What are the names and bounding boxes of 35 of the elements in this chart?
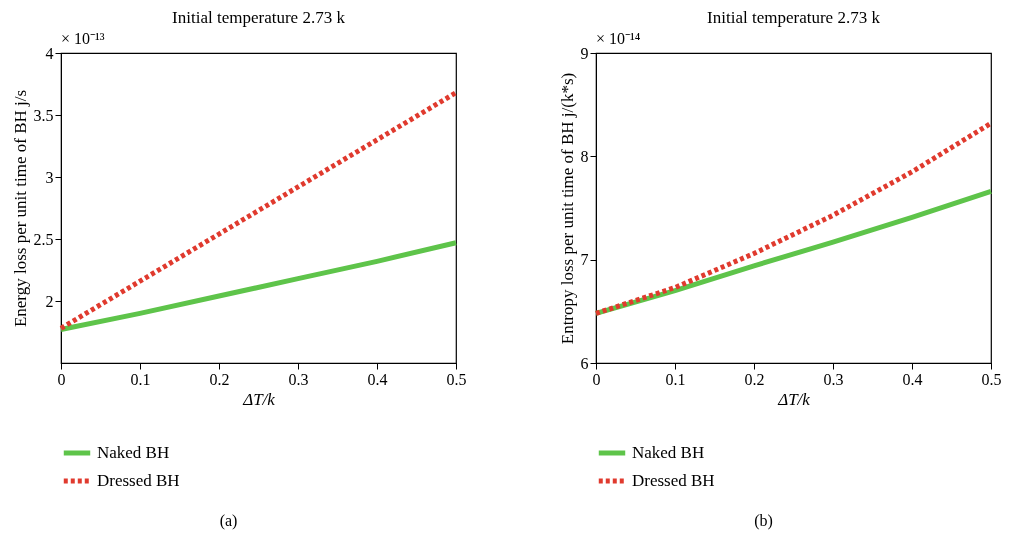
x-axis-title: ΔT/k — [242, 389, 276, 409]
x-tick-label: 0 — [57, 370, 66, 388]
text: (b) — [754, 512, 773, 530]
y-tick-label: 8 — [580, 147, 589, 165]
legend-label: Naked BH — [97, 443, 170, 462]
x-tick-label: 0.2 — [209, 370, 230, 388]
x-tick-label: 0.1 — [665, 370, 686, 388]
legend-label: Dressed BH — [97, 471, 180, 490]
y-tick-label: 7 — [580, 251, 589, 269]
x-tick-label: 0.1 — [130, 370, 151, 388]
legend-label: Dressed BH — [632, 471, 715, 490]
y-tick-label: 9 — [580, 44, 589, 62]
x-tick-label: 0.5 — [981, 370, 1002, 388]
x-tick-label: 0.3 — [288, 370, 309, 388]
legend-label: Naked BH — [632, 443, 705, 462]
y-tick-label: 2 — [45, 292, 54, 310]
text: × 10⁻¹⁴ — [596, 30, 641, 47]
chart-title: Initial temperature 2.73 k — [172, 8, 346, 27]
x-tick-label: 0.2 — [744, 370, 765, 388]
y-tick-label: 4 — [45, 44, 54, 62]
chart-title: Initial temperature 2.73 k — [707, 8, 881, 27]
x-tick-label: 0.3 — [823, 370, 844, 388]
y-tick-label: 6 — [580, 354, 589, 372]
y-axis-title: Energy loss per unit time of BH j/s — [10, 89, 30, 328]
text: × 10⁻¹³ — [61, 30, 105, 47]
y-tick-label: 2.5 — [33, 230, 54, 248]
y-axis-title: Entropy loss per unit time of BH j/(k*s) — [557, 72, 577, 345]
x-tick-label: 0.4 — [367, 370, 388, 388]
y-tick-label: 3.5 — [33, 106, 54, 124]
x-tick-label: 0.5 — [446, 370, 467, 388]
y-tick-label: 3 — [45, 168, 54, 186]
x-tick-label: 0 — [592, 370, 601, 388]
x-axis-title: ΔT/k — [777, 389, 811, 409]
text: (a) — [219, 512, 238, 530]
x-tick-label: 0.4 — [902, 370, 923, 388]
